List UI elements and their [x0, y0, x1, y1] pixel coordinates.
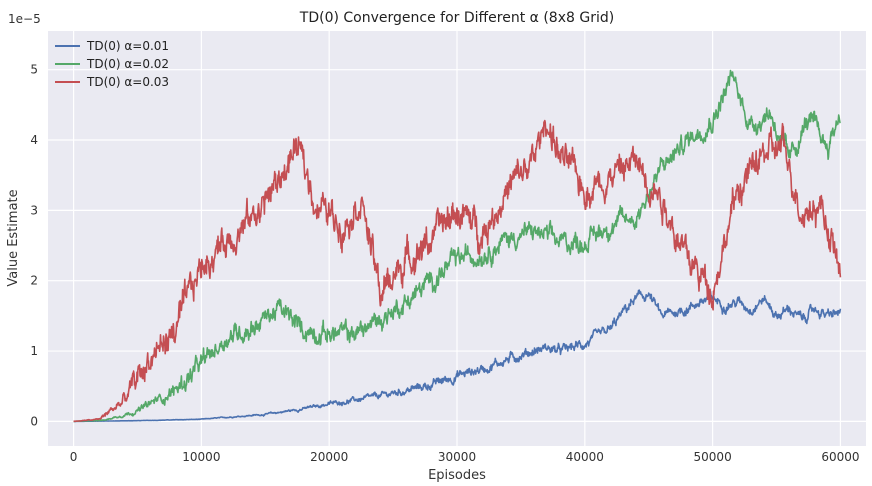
- y-axis-title: Value Estimate: [6, 189, 21, 286]
- chart-title: TD(0) Convergence for Different α (8x8 G…: [299, 10, 614, 26]
- legend-label-3: TD(0) α=0.03: [86, 75, 169, 89]
- legend-label-2: TD(0) α=0.02: [86, 57, 169, 71]
- series-line-3: [73, 119, 842, 423]
- y-axis-ticks: 0 1 2 3 4 5: [30, 63, 38, 429]
- x-tick-label: 60000: [821, 450, 859, 464]
- y-tick-label: 3: [30, 203, 38, 217]
- legend: TD(0) α=0.01 TD(0) α=0.02 TD(0) α=0.03: [55, 39, 169, 89]
- y-tick-label: 2: [30, 274, 38, 288]
- y-tick-label: 1: [30, 344, 38, 358]
- x-axis-ticks: 0 10000 20000 30000 40000 50000 60000: [70, 450, 860, 464]
- y-axis-multiplier: 1e−5: [8, 12, 41, 26]
- x-tick-label: 50000: [694, 450, 732, 464]
- x-tick-label: 40000: [566, 450, 604, 464]
- x-tick-label: 10000: [182, 450, 220, 464]
- x-tick-label: 0: [70, 450, 78, 464]
- legend-label-1: TD(0) α=0.01: [86, 39, 169, 53]
- y-tick-label: 0: [30, 414, 38, 428]
- x-tick-label: 20000: [310, 450, 348, 464]
- y-tick-label: 5: [30, 63, 38, 77]
- series-layer: [73, 69, 842, 423]
- x-axis-title: Episodes: [428, 468, 486, 483]
- series-line-2: [73, 69, 841, 423]
- x-tick-label: 30000: [438, 450, 476, 464]
- y-tick-label: 4: [30, 133, 38, 147]
